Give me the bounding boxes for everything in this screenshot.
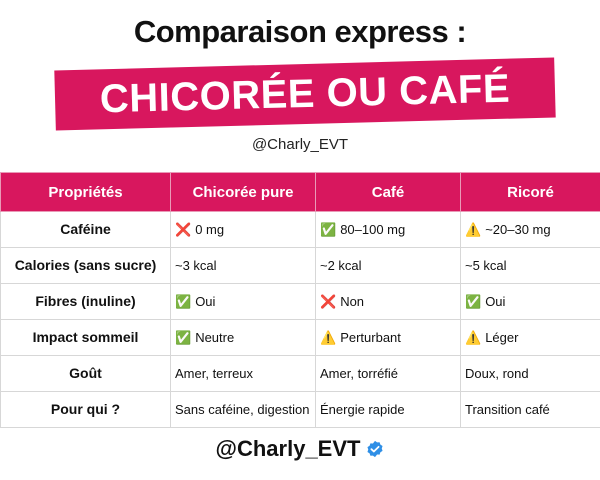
cell-text: Oui [485,293,506,309]
cell: ✅ Oui [460,283,600,320]
cell: ⚠️ Perturbant [315,319,461,356]
header-row: Propriétés Chicorée pure Café Ricoré [0,172,600,212]
banner: CHICORÉE OU CAFÉ [54,57,556,131]
column-header: Propriétés [0,172,171,212]
verified-badge [367,440,384,458]
table-row: Caféine ❌ 0 mg ✅ 80–100 mg ⚠️ ~20–30 mg [0,211,600,248]
table-row: Fibres (inuline) ✅ Oui ❌ Non ✅ Oui [0,283,600,320]
status-icon: ⚠️ [465,330,482,346]
cell: ✅ Neutre [170,319,316,356]
row-label: Calories (sans sucre) [0,247,171,284]
cell: ⚠️ Léger [460,319,600,356]
handle: @Charly_EVT [251,136,349,153]
cell: ~3 kcal [170,247,316,284]
banner-text: CHICORÉE OU CAFÉ [99,66,511,121]
cell: ❌ 0 mg [170,211,316,248]
row-label: Goût [0,355,171,392]
table-row: Calories (sans sucre) ~3 kcal ~2 kcal ~5 kc… [0,247,600,284]
cell: ~5 kcal [460,247,600,284]
cell: ✅ 80–100 mg [315,211,461,248]
status-icon: ❌ [175,222,192,238]
table-body: Caféine ❌ 0 mg ✅ 80–100 mg ⚠️ ~20–30 mg Calorie… [0,211,600,428]
comparison-table: Propriétés Chicorée pure Café Ricoré Caféin… [0,172,600,428]
cell-text: 80–100 mg [340,221,406,237]
cell-text: Perturbant [340,329,401,345]
cell-text: Léger [485,329,519,345]
row-label: Impact sommeil [0,319,171,356]
cell-text: Non [340,293,365,309]
cell: ✅ Oui [170,283,316,320]
row-label: Pour qui ? [0,391,171,428]
status-icon: ⚠️ [465,222,482,238]
status-icon: ⚠️ [320,330,337,346]
cell: Doux, rond [460,355,600,392]
footer: @Charly_EVT [0,436,600,462]
cell: Transition café [460,391,600,428]
status-icon: ✅ [320,222,337,238]
status-icon: ✅ [175,330,192,346]
cell: Énergie rapide [315,391,461,428]
status-icon: ✅ [465,294,482,310]
status-icon: ✅ [175,294,192,310]
cell-text: ~20–30 mg [485,221,551,237]
column-header: Chicorée pure [170,172,316,212]
row-label: Fibres (inuline) [0,283,171,320]
table-row: Impact sommeil ✅ Neutre ⚠️ Perturbant ⚠️ Léger [0,319,600,356]
cell: ❌ Non [315,283,461,320]
title: Comparaison express : [133,14,467,49]
table-row: Goût Amer, terreux Amer, torréfié Doux, ron… [0,355,600,392]
row-label: Caféine [0,211,171,248]
cell: ~2 kcal [315,247,461,284]
cell-text: Oui [195,293,216,309]
cell: Sans caféine, digestion [170,391,316,428]
status-icon: ❌ [320,294,337,310]
column-header: Ricoré [460,172,600,212]
cell: Amer, torréfié [315,355,461,392]
footer-handle: @Charly_EVT [215,436,361,461]
cell: Amer, terreux [170,355,316,392]
cell-text: Neutre [195,329,235,345]
cell: ⚠️ ~20–30 mg [460,211,600,248]
cell-text: 0 mg [195,221,225,237]
table-row: Pour qui ? Sans caféine, digestion Énergie… [0,391,600,428]
column-header: Café [315,172,461,212]
